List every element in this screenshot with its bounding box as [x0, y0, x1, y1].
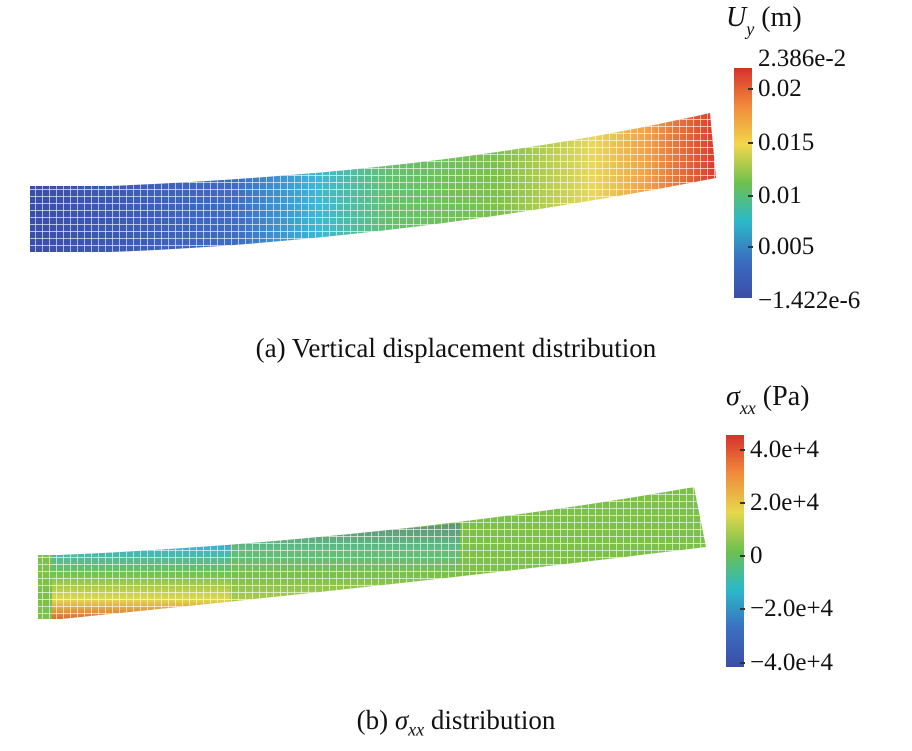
- colorbar-b-tick-mark: [740, 608, 745, 610]
- colorbar-b-tick-mark: [740, 662, 745, 664]
- colorbar-min-label-a: −1.422e-6: [758, 287, 861, 314]
- colorbar-b: [726, 435, 744, 667]
- colorbar-b-tick-label: 2.0e+4: [750, 489, 819, 516]
- colorbar-a-tick-label: 0.01: [758, 182, 802, 209]
- colorbar-a: [734, 68, 752, 298]
- colorbar-b-tick-label: 0: [750, 542, 763, 569]
- colorbar-max-label-a: 2.386e-2: [758, 45, 847, 72]
- colorbar-b-tick-label: 4.0e+4: [750, 436, 819, 463]
- colorbar-title-b: σxx (Pa): [726, 381, 810, 418]
- caption-b: (b) σxx distribution: [356, 705, 556, 740]
- caption-a: (a) Vertical displacement distribution: [255, 333, 657, 363]
- colorbar-b-tick-label: −4.0e+4: [750, 649, 834, 676]
- colorbar-b-tick-mark: [740, 502, 745, 504]
- panel-stress-distribution: σxx (Pa) 4.0e+4 2.0e+4 0 −2.0e+4 −4.0e+4 (b)…: [0, 375, 912, 751]
- colorbar-a-tick-mark: [748, 142, 753, 144]
- colorbar-a-tick-label: 0.015: [758, 129, 815, 156]
- colorbar-title-a: Uy (m): [726, 2, 802, 39]
- beam-mesh-stress: [38, 487, 706, 619]
- colorbar-a-tick-mark: [748, 88, 753, 90]
- colorbar-a-tick-mark: [748, 195, 753, 197]
- colorbar-a-tick-mark: [748, 246, 753, 248]
- colorbar-b-tick-mark: [740, 449, 745, 451]
- colorbar-a-tick-label: 0.02: [758, 75, 802, 102]
- beam-mesh-displacement: [30, 113, 716, 252]
- colorbar-b-tick-label: −2.0e+4: [750, 595, 834, 622]
- panel-vertical-displacement: Uy (m) 2.386e-2 0.02 0.015 0.01 0.005 −1.42…: [0, 0, 912, 375]
- colorbar-b-tick-mark: [740, 555, 745, 557]
- colorbar-a-tick-label: 0.005: [758, 233, 815, 260]
